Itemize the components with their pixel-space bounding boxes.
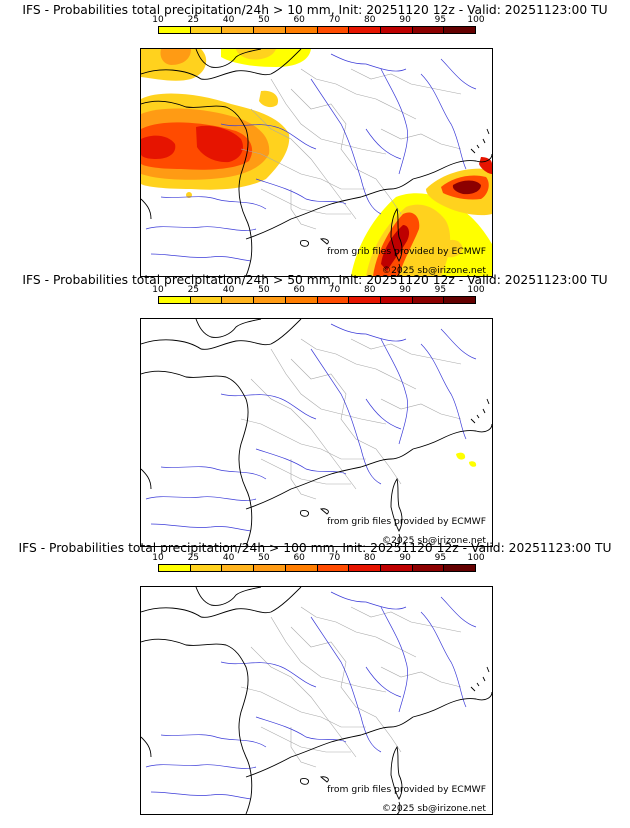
scale-label: 10	[152, 15, 164, 25]
precip-overlay	[456, 452, 477, 467]
scale-label: 95	[434, 15, 447, 25]
coastline	[141, 49, 492, 276]
map-svg	[141, 319, 492, 546]
scale-label: 100	[467, 553, 485, 563]
scale-bar	[158, 564, 476, 572]
scale-swatch	[285, 565, 318, 571]
scale-label: 50	[258, 553, 270, 563]
scale-swatch	[317, 297, 350, 303]
scale-label: 25	[187, 15, 200, 25]
scale-label: 50	[258, 15, 270, 25]
scale-swatch	[412, 565, 445, 571]
scale-swatch	[349, 297, 381, 303]
scale-swatch	[285, 27, 318, 33]
scale-swatch	[412, 297, 445, 303]
credit-copyright: ©2025 sb@irizone.net	[381, 803, 486, 814]
scale-swatch	[349, 565, 381, 571]
scale-swatch	[317, 27, 350, 33]
scale-swatch	[222, 297, 255, 303]
scale-label: 25	[187, 285, 200, 295]
scale-bar	[158, 26, 476, 34]
rivers	[145, 323, 477, 532]
borders	[240, 338, 462, 500]
scale-label: 60	[293, 553, 305, 563]
borders	[240, 606, 462, 768]
scale-labels: 10 25 40 50 60 70 80 90 95 100	[152, 285, 484, 296]
scale-swatch	[190, 27, 223, 33]
coastline	[141, 587, 492, 814]
scale-swatch	[159, 27, 191, 33]
scale-swatch	[159, 297, 191, 303]
scale-swatch	[444, 27, 476, 33]
scale-label: 50	[258, 285, 270, 295]
credit-copyright: ©2025 sb@irizone.net	[381, 535, 486, 546]
map-frame: from grib files provided by ECMWF ©2025 …	[140, 318, 493, 547]
scale-label: 70	[328, 15, 341, 25]
panel-title: IFS - Probabilities total precipitation/…	[18, 541, 612, 555]
map-frame: from grib files provided by ECMWF ©2025 …	[140, 586, 493, 815]
scale-label: 90	[399, 553, 411, 563]
scale-swatch	[254, 27, 286, 33]
map-svg	[141, 49, 492, 276]
scale-swatch	[159, 565, 191, 571]
scale-label: 40	[222, 553, 235, 563]
precip-overlay	[141, 49, 492, 276]
scale-label: 40	[222, 15, 235, 25]
credit-copyright: ©2025 sb@irizone.net	[381, 265, 486, 276]
scale-label: 80	[364, 15, 376, 25]
scale-label: 100	[467, 285, 485, 295]
scale-swatch	[254, 297, 286, 303]
borders	[240, 68, 462, 230]
probability-scale: 10 25 40 50 60 70 80 90 95 100	[152, 553, 485, 574]
scale-swatch	[444, 565, 476, 571]
panel-100mm: IFS - Probabilities total precipitation/…	[0, 538, 630, 815]
scale-label: 80	[364, 285, 376, 295]
scale-label: 10	[152, 553, 164, 563]
scale-label: 90	[399, 285, 411, 295]
scale-swatch	[254, 565, 286, 571]
scale-bar	[158, 296, 476, 304]
scale-label: 95	[434, 553, 447, 563]
scale-swatch	[380, 297, 413, 303]
scale-label: 80	[364, 553, 376, 563]
scale-swatch	[380, 27, 413, 33]
panel-10mm: IFS - Probabilities total precipitation/…	[0, 0, 630, 277]
scale-label: 70	[328, 285, 341, 295]
scale-labels: 10 25 40 50 60 70 80 90 95 100	[152, 15, 484, 26]
scale-labels: 10 25 40 50 60 70 80 90 95 100	[152, 553, 484, 564]
scale-label: 60	[293, 15, 305, 25]
map-svg	[141, 587, 492, 814]
coastline	[141, 319, 492, 546]
credit-source: from grib files provided by ECMWF	[327, 516, 486, 527]
rivers	[145, 53, 477, 262]
scale-swatch	[285, 297, 318, 303]
scale-swatch	[222, 27, 255, 33]
panel-50mm: IFS - Probabilities total precipitation/…	[0, 270, 630, 547]
map-frame: from grib files provided by ECMWF ©2025 …	[140, 48, 493, 277]
scale-label: 95	[434, 285, 447, 295]
scale-label: 100	[467, 15, 485, 25]
scale-swatch	[444, 297, 476, 303]
panel-title: IFS - Probabilities total precipitation/…	[22, 273, 608, 287]
scale-label: 90	[399, 15, 411, 25]
probability-scale: 10 25 40 50 60 70 80 90 95 100	[152, 285, 485, 306]
scale-label: 10	[152, 285, 164, 295]
scale-label: 25	[187, 553, 200, 563]
scale-swatch	[190, 297, 223, 303]
scale-label: 40	[222, 285, 235, 295]
scale-swatch	[412, 27, 445, 33]
probability-scale: 10 25 40 50 60 70 80 90 95 100	[152, 15, 485, 36]
scale-swatch	[349, 27, 381, 33]
scale-label: 60	[293, 285, 305, 295]
credit-source: from grib files provided by ECMWF	[327, 784, 486, 795]
rivers	[145, 591, 477, 800]
scale-swatch	[190, 565, 223, 571]
scale-swatch	[317, 565, 350, 571]
scale-swatch	[380, 565, 413, 571]
scale-swatch	[222, 565, 255, 571]
scale-label: 70	[328, 553, 341, 563]
panel-title: IFS - Probabilities total precipitation/…	[22, 3, 608, 17]
credit-source: from grib files provided by ECMWF	[327, 246, 486, 257]
